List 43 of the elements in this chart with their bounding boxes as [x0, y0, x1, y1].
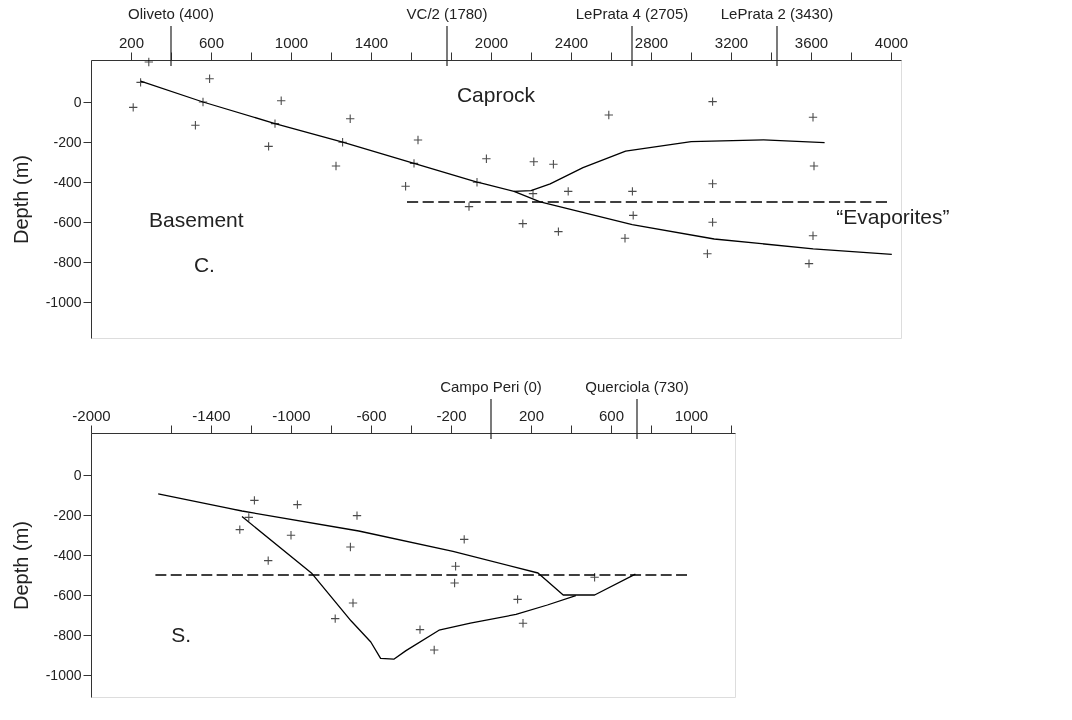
annotation: Basement: [149, 208, 244, 232]
x-tick-label: -200: [436, 406, 467, 424]
y-tick-label: 0: [73, 466, 82, 483]
ref-line-label: Campo Peri (0): [440, 378, 542, 395]
y-tick-label: -1000: [45, 293, 82, 310]
y-tick-label: -800: [53, 626, 82, 643]
ref-line-label: Oliveto (400): [128, 5, 214, 22]
y-tick-label: -200: [53, 506, 82, 523]
x-tick-label: -600: [356, 406, 387, 424]
annotation: Caprock: [456, 83, 536, 107]
x-tick-label: 3600: [794, 33, 829, 51]
x-tick-label: 600: [598, 406, 625, 424]
y-tick-label: -600: [53, 213, 82, 230]
x-tick-label: -2000: [72, 406, 111, 424]
ref-line-label: LePrata 2 (3430): [720, 5, 834, 22]
y-tick-label: -200: [53, 133, 82, 150]
annotation: “Evaporites”: [836, 205, 950, 229]
y-axis-title: Depth (m): [9, 521, 32, 610]
y-tick-label: -1000: [45, 666, 82, 683]
x-tick-label: -1000: [272, 406, 311, 424]
ref-line-label: Querciola (730): [585, 378, 689, 395]
x-tick-label: 600: [198, 33, 225, 51]
y-tick-label: -400: [53, 173, 82, 190]
annotation: C.: [193, 252, 215, 276]
x-tick-label: 1400: [354, 33, 389, 51]
x-tick-label: 1000: [674, 406, 709, 424]
x-tick-label: -1400: [192, 406, 231, 424]
x-tick-label: 4000: [874, 33, 909, 51]
y-tick-label: -600: [53, 586, 82, 603]
x-tick-label: 1000: [274, 33, 309, 51]
ref-line-label: VC/2 (1780): [406, 5, 488, 22]
y-axis-title: Depth (m): [9, 155, 32, 244]
y-tick-label: -400: [53, 546, 82, 563]
ref-line-label: LePrata 4 (2705): [575, 5, 689, 22]
annotation: S.: [171, 623, 192, 647]
x-tick-label: 200: [518, 406, 545, 424]
y-tick-label: -800: [53, 253, 82, 270]
y-tick-label: 0: [73, 93, 82, 110]
x-tick-label: 3200: [714, 33, 749, 51]
x-tick-label: 200: [118, 33, 145, 51]
x-tick-label: 2800: [634, 33, 669, 51]
x-tick-label: 2000: [474, 33, 509, 51]
x-tick-label: 2400: [554, 33, 589, 51]
